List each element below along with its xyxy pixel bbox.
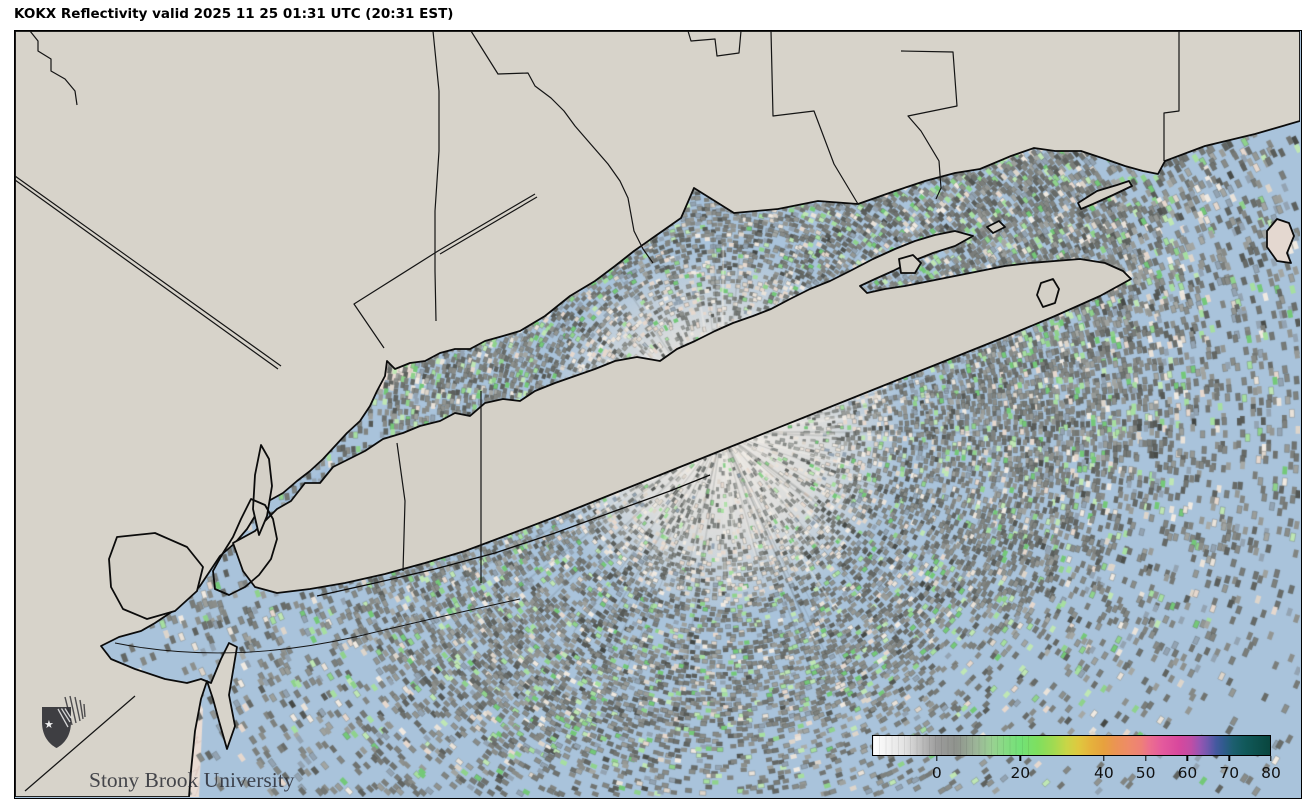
colorbar-tick-label: 40: [1094, 764, 1114, 782]
coastline-strokes: [15, 31, 1300, 797]
colorbar-tick-mark: [1103, 756, 1105, 761]
colorbar-tick-mark: [936, 756, 938, 761]
boundary-strokes: [15, 31, 1180, 792]
colorbar-tick-label: 60: [1177, 764, 1198, 782]
colorbar-tick-mark: [1270, 756, 1272, 761]
colorbar-tick-label: 0: [931, 764, 942, 782]
colorbar-tick-label: 20: [1010, 764, 1031, 782]
colorbar-gradient: [872, 735, 1271, 756]
basemap-lines: [15, 31, 1300, 797]
colorbar-tick-label: 80: [1261, 764, 1281, 782]
colorbar-tick-mark: [1144, 756, 1147, 761]
radar-map-frame: ★ Stony Brook University School of Marin…: [14, 30, 1302, 799]
colorbar-tick-mark: [1186, 756, 1189, 761]
barrier-island-line: [316, 474, 711, 597]
colorbar-tick-mark: [1228, 756, 1230, 761]
colorbar-tick-label: 70: [1219, 764, 1240, 782]
colorbar-tick-label: 50: [1135, 764, 1156, 782]
colorbar-ticks: 0 20 40 50 60 70 80: [872, 756, 1281, 792]
page-title: KOKX Reflectivity valid 2025 11 25 01:31…: [14, 6, 454, 22]
colorbar-tick-mark: [1019, 756, 1022, 761]
colorbar-step-lines: [873, 736, 1032, 755]
reflectivity-colorbar: 0 20 40 50 60 70 80: [872, 735, 1281, 795]
